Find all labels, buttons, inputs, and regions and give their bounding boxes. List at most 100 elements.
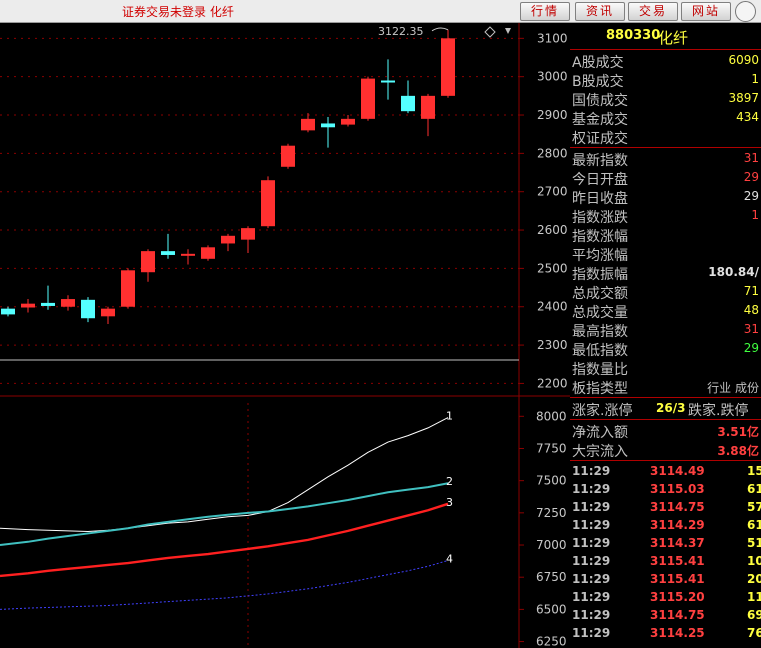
breadth-up-label: 涨家.涨停 (572, 403, 633, 419)
stat-label: 总成交额 (572, 286, 628, 302)
candle (121, 268, 135, 309)
volume-label: 国债成交 (572, 93, 628, 109)
candle (1, 306, 15, 317)
indicator-line-4 (0, 559, 449, 610)
flow-row: 净流入额 3.51亿 (570, 421, 761, 441)
price-tick-label: 2900 (537, 108, 568, 122)
tick-time: 11:29 (572, 464, 611, 478)
stat-value: 31 (743, 151, 759, 165)
stat-value: 71 (743, 284, 759, 298)
trade-button[interactable]: 交易 (628, 2, 678, 21)
candle-body (61, 299, 75, 307)
tick-volume: 61 (747, 482, 761, 496)
tick-row: 11:29 3115.41 20 (570, 570, 761, 588)
tick-price: 3115.03 (650, 482, 705, 496)
indicator-tick-label: 7000 (536, 538, 567, 552)
candle-body (381, 80, 395, 83)
tick-row: 11:29 3114.75 57 (570, 498, 761, 516)
candle (381, 59, 395, 100)
price-tick-label: 2300 (537, 338, 568, 352)
volume-label: 基金成交 (572, 112, 628, 128)
stat-value: 29 (743, 189, 759, 203)
volume-value: 6090 (728, 53, 759, 67)
panel-divider (570, 147, 761, 148)
window-control-circle-button[interactable] (735, 1, 756, 22)
tick-volume: 61 (747, 518, 761, 532)
stat-label: 板指类型 (572, 381, 628, 397)
market-button[interactable]: 行情 (520, 2, 570, 21)
candle-body (401, 95, 415, 112)
candle-body (1, 308, 15, 315)
stat-row: 指数量比 (570, 358, 761, 378)
tick-price: 3114.29 (650, 518, 705, 532)
volume-row: 权证成交 (570, 127, 761, 147)
indicator-line-label: 2 (446, 475, 453, 488)
volume-row: A股成交 6090 (570, 51, 761, 71)
stat-row: 平均涨幅 (570, 244, 761, 264)
candle-body (141, 251, 155, 273)
candle (241, 226, 255, 254)
tick-row: 11:29 3115.20 11 (570, 588, 761, 606)
indicator-tick-label: 7750 (536, 441, 567, 455)
indicator-line-label: 4 (446, 552, 453, 565)
candle (81, 297, 95, 323)
stat-row: 指数涨幅 (570, 225, 761, 245)
candle-body (261, 180, 275, 227)
stat-row: 最高指数 31 (570, 320, 761, 340)
indicator-tick-label: 6500 (536, 602, 567, 616)
news-button[interactable]: 资讯 (575, 2, 625, 21)
stat-row: 板指类型 行业 成份 (570, 377, 761, 397)
candle (141, 249, 155, 282)
tick-time: 11:29 (572, 554, 611, 568)
stat-value: 29 (743, 170, 759, 184)
candle (201, 245, 215, 261)
candle-body (121, 270, 135, 307)
panel-divider (570, 419, 761, 420)
volume-row: 基金成交 434 (570, 108, 761, 128)
tick-price: 3114.25 (650, 626, 705, 640)
candle (361, 76, 375, 121)
tick-time: 11:29 (572, 572, 611, 586)
stat-value: 29 (743, 341, 759, 355)
stat-row: 指数涨跌 1 (570, 206, 761, 226)
tick-price: 3115.41 (650, 572, 705, 586)
tick-volume: 76 (747, 626, 761, 640)
stat-label: 指数量比 (572, 362, 628, 378)
candle-body (41, 302, 55, 306)
candle (161, 233, 175, 259)
stat-row: 最新指数 31 (570, 149, 761, 169)
panel-code: 880330 (606, 28, 661, 43)
tick-price: 3115.20 (650, 590, 705, 604)
volume-value: 3897 (728, 91, 759, 105)
tick-row: 11:29 3114.49 15 (570, 462, 761, 480)
website-button[interactable]: 网站 (681, 2, 731, 21)
indicator-line-1 (0, 417, 449, 533)
candle-body (101, 308, 115, 317)
stat-value: 180.84/ (708, 265, 759, 279)
price-tick-label: 2500 (537, 261, 568, 275)
stat-label: 指数涨幅 (572, 229, 628, 245)
candle-body (361, 78, 375, 119)
panel-name: 化纤 (658, 29, 689, 47)
stat-value: 31 (743, 322, 759, 336)
stat-value: 1 (751, 208, 759, 222)
tick-price: 3114.75 (650, 608, 705, 622)
stat-value: 48 (743, 303, 759, 317)
candle-body (161, 251, 175, 255)
stat-label: 最新指数 (572, 153, 628, 169)
stat-label: 平均涨幅 (572, 248, 628, 264)
tick-row: 11:29 3115.41 10 (570, 552, 761, 570)
panel-divider (570, 397, 761, 398)
volume-label: 权证成交 (572, 131, 628, 147)
quote-panel: 880330 化纤 A股成交 6090 B股成交 1 国债成交 3897 基金成交 434 权证成交… (570, 23, 761, 648)
stat-row: 总成交额 71 (570, 282, 761, 302)
stat-label: 总成交量 (572, 305, 628, 321)
index-chart[interactable]: 3100 3000 2900 2800 2700 2600 2500 2400 2300 2200… (0, 23, 570, 648)
price-tick-label: 2800 (537, 146, 568, 160)
candle-body (321, 123, 335, 128)
tick-row: 11:29 3114.37 51 (570, 534, 761, 552)
stat-row: 指数振幅 180.84/ (570, 263, 761, 283)
tick-row: 11:29 3115.03 61 (570, 480, 761, 498)
login-status-text: 证券交易未登录 化纤 (122, 5, 234, 19)
tick-price: 3114.75 (650, 500, 705, 514)
